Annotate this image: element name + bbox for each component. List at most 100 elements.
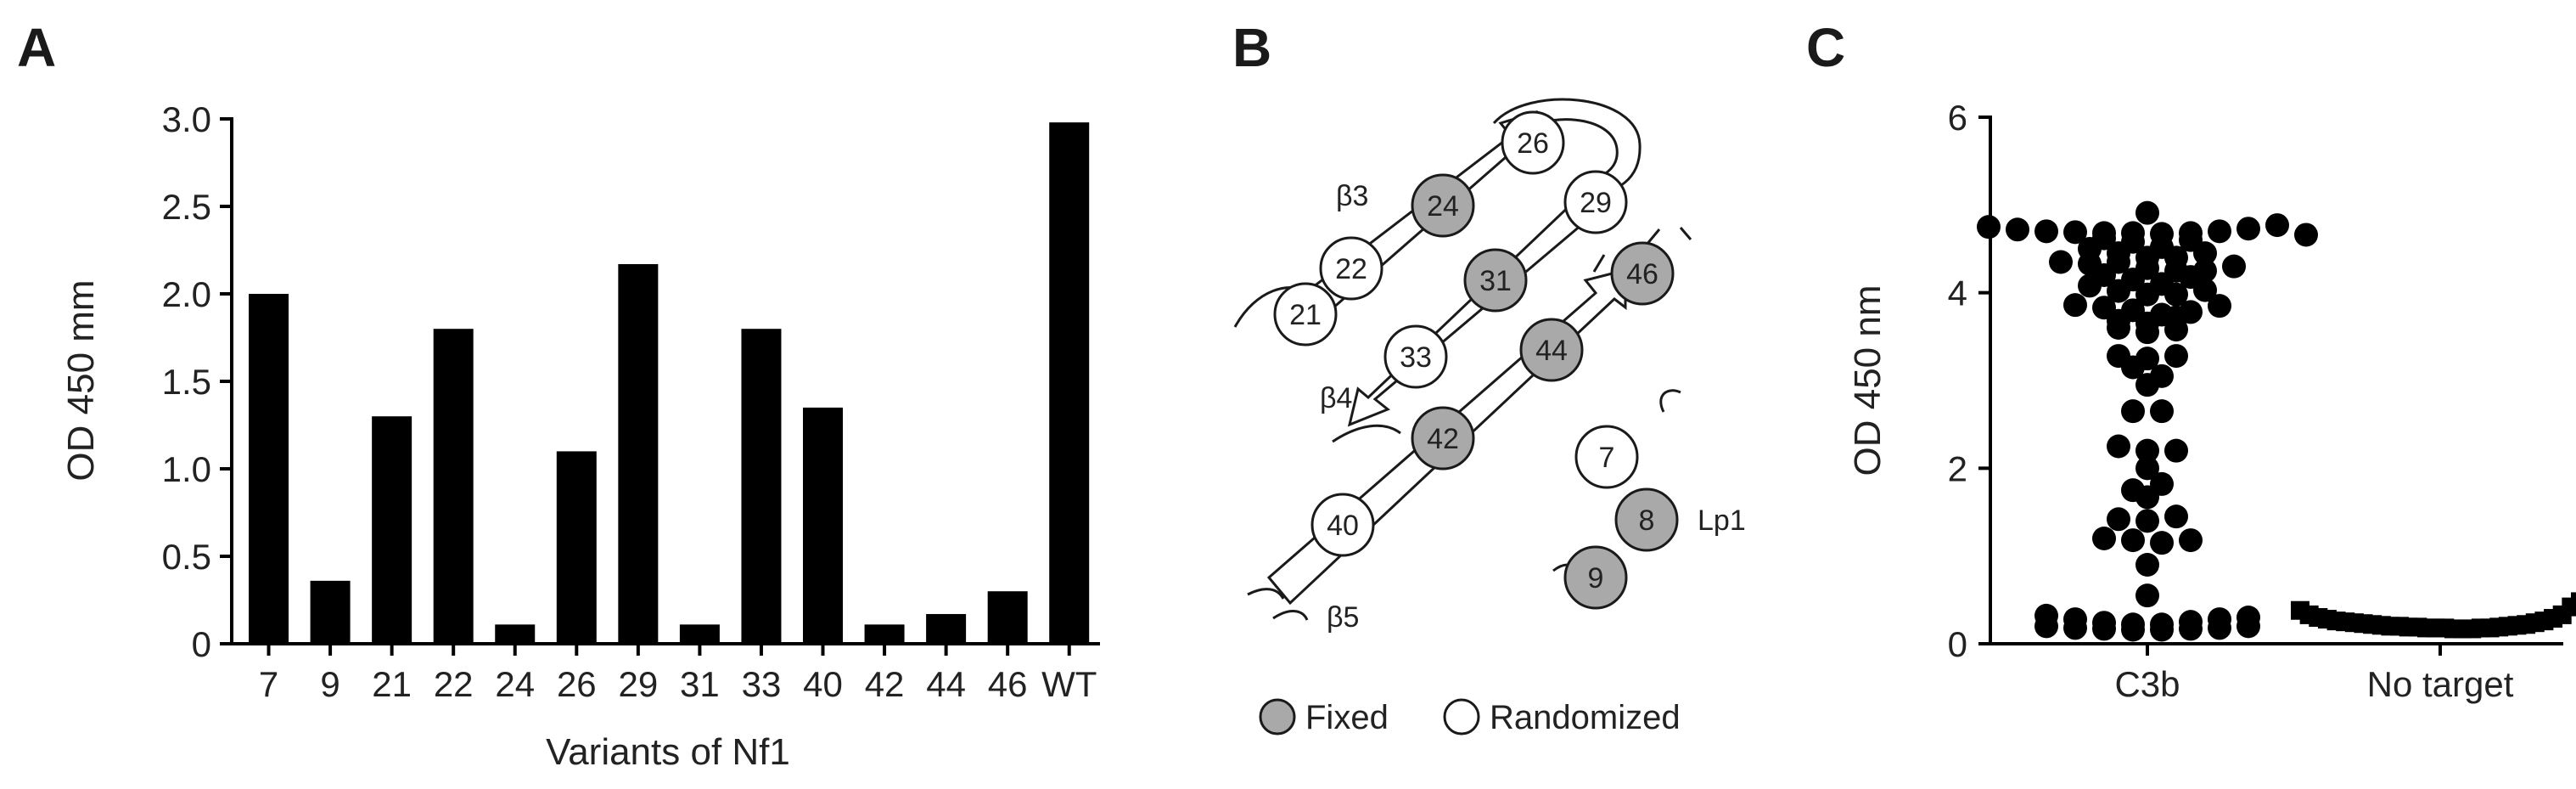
point-c3b (2193, 241, 2217, 266)
point-c3b (2092, 527, 2116, 550)
legend-randomized-label: Randomized (1490, 699, 1681, 736)
residue-31-label: 31 (1479, 265, 1512, 297)
residue-22-label: 22 (1335, 253, 1367, 285)
point-c3b (2135, 200, 2159, 225)
x-tick-label-no-target: No target (2367, 664, 2514, 704)
point-c3b (2150, 531, 2174, 555)
lp1-loop-a (1659, 389, 1681, 413)
residue-21-label: 21 (1289, 299, 1322, 331)
x-tick-label-c3b: C3b (2114, 664, 2180, 704)
point-c3b (2179, 528, 2203, 553)
point-c3b (1977, 215, 2001, 240)
x-tick-label-21: 21 (372, 664, 412, 704)
point-c3b (2121, 355, 2145, 380)
bar-44 (926, 613, 967, 644)
x-tick-label-29: 29 (618, 664, 658, 704)
beta4-loop (1332, 424, 1401, 443)
residue-44-circle (1519, 318, 1584, 382)
strand-tick (1592, 254, 1606, 273)
residue-24-circle (1411, 173, 1475, 238)
bar-21 (372, 416, 412, 644)
panel-b-diagram: 21 22 24 26 29 31 33 44 46 42 40 78 9 β3 β4 β5 Lp1 (1233, 98, 1746, 634)
point-c3b (2135, 485, 2159, 510)
x-tick-label-24: 24 (495, 664, 535, 704)
point-c3b (2107, 316, 2130, 340)
point-c3b (2294, 223, 2318, 247)
panel-c-y-tick-label: 0 (1948, 624, 1967, 664)
point-c3b (2135, 509, 2159, 533)
point-c3b (2164, 318, 2188, 342)
point-c3b (2121, 617, 2145, 642)
point-c3b (2236, 614, 2260, 639)
x-tick-label-9: 9 (320, 664, 340, 704)
residue-40-label: 40 (1327, 510, 1359, 542)
point-c3b (2135, 553, 2159, 577)
residue-8-circle (1614, 487, 1679, 552)
bar-40 (803, 407, 844, 644)
panel-c-y-tick-label: 2 (1948, 448, 1967, 488)
point-c3b (2063, 220, 2087, 245)
residue-40-circle (1310, 493, 1375, 557)
x-tick-label-WT: WT (1041, 664, 1097, 704)
residue-46-label: 46 (1626, 258, 1658, 290)
bar-7 (249, 294, 289, 644)
bar-29 (618, 263, 659, 644)
point-c3b (2107, 434, 2130, 459)
x-tick-label-44: 44 (926, 664, 966, 704)
x-tick-label-7: 7 (259, 664, 278, 704)
residue-7-label: 7 (1599, 442, 1615, 474)
beta4-label: β4 (1320, 382, 1352, 414)
point-c3b (2034, 614, 2058, 639)
panel-c-y-axis-label: OD 450 nm (1847, 285, 1889, 476)
point-c3b (2092, 617, 2116, 641)
panel-c-scatter-chart: 0 2 4 6 C3b No target OD 450 nm (1847, 98, 2576, 704)
residue-46-circle (1610, 241, 1675, 306)
residue-26-circle (1501, 110, 1565, 175)
legend-randomized-marker (1443, 698, 1480, 735)
panel-a-bar-chart: 0 0.5 1.0 1.5 2.0 2.5 3.0 7 9 21 22 24 26 29 31 33 40 42… (60, 99, 1100, 773)
point-no-target (2571, 592, 2576, 611)
residue-22-circle (1319, 236, 1383, 301)
beta5-loop-2 (1272, 610, 1309, 621)
point-c3b (2135, 320, 2159, 345)
point-c3b (2164, 438, 2188, 463)
point-c3b (2150, 617, 2174, 642)
residue-9-label: 9 (1588, 562, 1604, 595)
point-c3b (2107, 507, 2130, 532)
point-c3b (2179, 617, 2203, 641)
x-tick-label-33: 33 (742, 664, 782, 704)
residue-44-label: 44 (1535, 335, 1568, 367)
panel-a-y-tick-label: 1.5 (162, 362, 211, 402)
x-tick-label-22: 22 (434, 664, 474, 704)
legend-fixed-marker (1259, 698, 1296, 735)
residue-33-circle (1383, 324, 1448, 389)
point-c3b (2049, 250, 2073, 274)
bar-42 (864, 624, 905, 644)
residue-7-circle (1574, 425, 1639, 489)
panel-a-y-tick-label: 1.0 (162, 449, 211, 489)
bar-33 (741, 329, 782, 644)
panel-a-y-tick-label: 2.5 (162, 187, 211, 227)
residue-9-circle (1563, 545, 1628, 610)
point-c3b (2208, 616, 2231, 640)
residue-42-label: 42 (1427, 423, 1459, 455)
residue-26-label: 26 (1517, 127, 1549, 160)
residue-42-circle (1411, 406, 1475, 471)
point-c3b (2236, 217, 2260, 241)
x-tick-label-40: 40 (803, 664, 843, 704)
residue-29-circle (1563, 170, 1628, 234)
point-c3b (2135, 583, 2159, 608)
point-c3b (2164, 344, 2188, 369)
bar-22 (433, 329, 474, 644)
legend-fixed-label: Fixed (1305, 699, 1389, 736)
x-tick-label-31: 31 (680, 664, 720, 704)
residue-24-label: 24 (1427, 190, 1459, 223)
panel-a-label: A (17, 17, 56, 78)
beta5-label: β5 (1327, 601, 1359, 634)
bar-46 (987, 591, 1028, 644)
bar-31 (679, 624, 720, 644)
panel-a-y-tick-label: 3.0 (162, 99, 211, 139)
beta5-loop (1247, 588, 1285, 600)
x-tick-label-42: 42 (865, 664, 905, 704)
